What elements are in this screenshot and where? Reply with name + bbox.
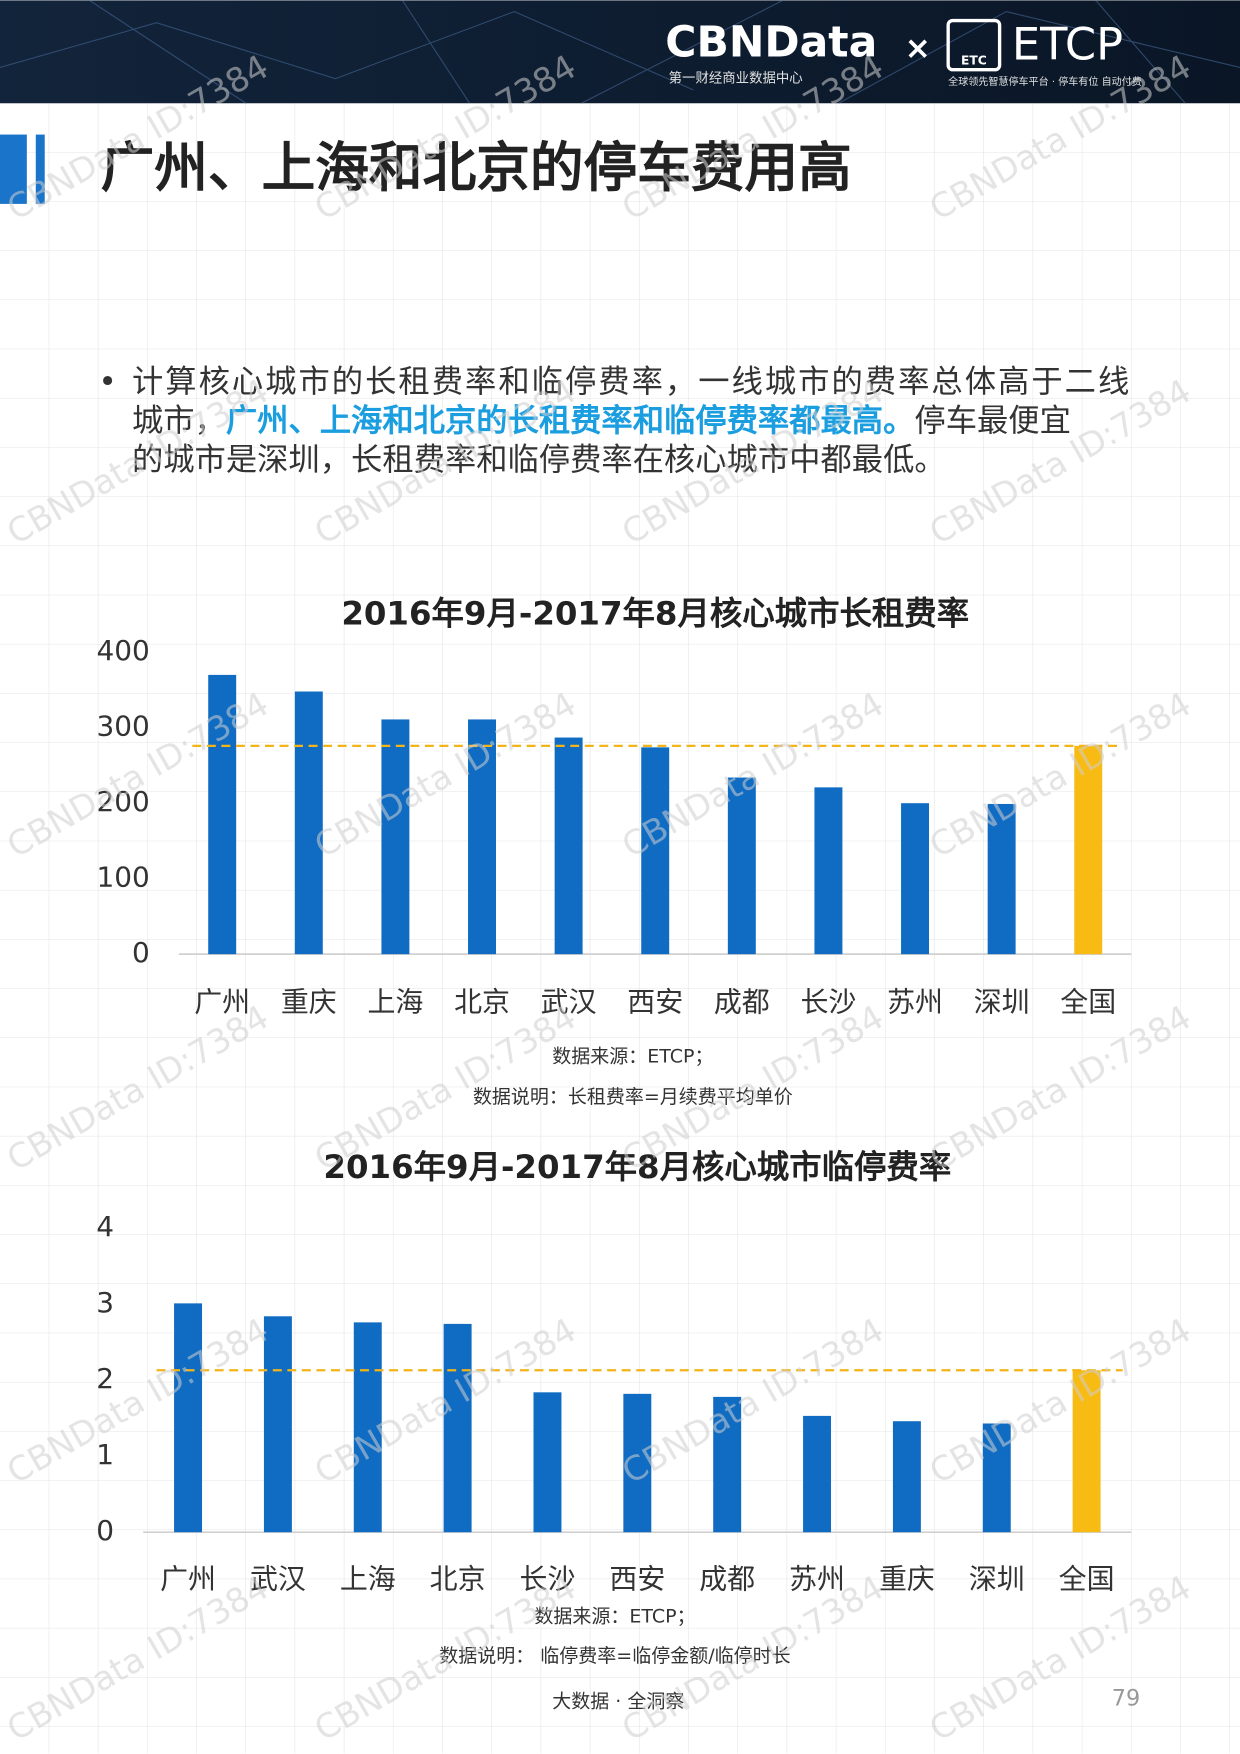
y-tick-label: 100 — [97, 861, 150, 894]
logo-text: ETC — [961, 53, 987, 67]
x-tick-label: 全国 — [1060, 985, 1116, 1018]
x-tick-label: 武汉 — [541, 985, 597, 1018]
grid-background — [0, 103, 1240, 1754]
times: × — [905, 31, 931, 67]
chart-note: 数据说明：长租费率=月续费平均单价 — [473, 1086, 793, 1108]
bar — [901, 803, 930, 955]
title-accent — [35, 134, 45, 204]
bar — [727, 777, 756, 955]
partner-sub: 全球领先智慧停车平台 · 停车有位 自动付费 — [948, 75, 1142, 88]
x-tick-label: 上海 — [340, 1562, 396, 1595]
chart-note: 数据说明： 临停费率=临停金额/临停时长 — [439, 1645, 790, 1667]
bar — [554, 737, 583, 955]
brand-sub: 第一财经商业数据中心 — [669, 70, 803, 87]
body-text: 城市， — [132, 403, 226, 439]
footer-slogan: 大数据 · 全洞察 — [552, 1691, 684, 1713]
bar — [468, 719, 496, 955]
header: CBNData 第一财经商业数据中心 × ETC ETCP 全球领先智慧停车平台… — [0, 0, 1240, 104]
bar — [987, 803, 1016, 955]
y-tick-label: 1 — [96, 1438, 114, 1471]
x-tick-label: 重庆 — [281, 985, 337, 1018]
page-title: 广州、上海和北京的停车费用高 — [101, 136, 852, 199]
bar — [1074, 745, 1103, 955]
chart-note: 数据来源：ETCP； — [552, 1046, 713, 1068]
brand: CBNData — [665, 19, 877, 68]
x-tick-label: 深圳 — [974, 985, 1030, 1018]
x-tick-label: 北京 — [430, 1562, 486, 1595]
bar — [443, 1323, 472, 1533]
bar — [263, 1316, 292, 1533]
partner: ETCP — [1012, 17, 1123, 70]
x-tick-label: 北京 — [454, 985, 510, 1018]
highlight: 广州、上海和北京的长租费率和临停费率都最高。 — [226, 402, 915, 439]
body-line: 的城市是深圳，长租费率和临停费率在核心城市中都最低。 — [132, 442, 946, 478]
chart-note: 数据来源：ETCP； — [534, 1606, 695, 1628]
bar — [208, 674, 237, 955]
bar — [641, 747, 670, 955]
x-tick-label: 重庆 — [879, 1562, 935, 1595]
bar — [982, 1423, 1011, 1533]
bar — [533, 1392, 562, 1533]
body-text: 停车最便宜 — [914, 403, 1071, 439]
bar — [353, 1322, 382, 1533]
y-tick-label: 0 — [132, 936, 150, 969]
x-tick-label: 成都 — [699, 1562, 755, 1595]
bar — [892, 1421, 921, 1533]
x-tick-label: 西安 — [627, 985, 683, 1018]
x-tick-label: 苏州 — [789, 1562, 845, 1595]
bar — [623, 1393, 652, 1533]
bar — [713, 1396, 742, 1533]
y-tick-label: 4 — [96, 1210, 114, 1243]
y-tick-label: 400 — [97, 634, 150, 667]
bar — [294, 691, 323, 955]
y-tick-label: 300 — [97, 710, 150, 743]
bar — [381, 719, 410, 955]
chart-title: 2016年9月-2017年8月核心城市临停费率 — [323, 1148, 951, 1186]
x-tick-label: 成都 — [714, 985, 770, 1018]
y-tick-label: 2 — [96, 1362, 114, 1395]
y-tick-label: 3 — [96, 1286, 114, 1319]
x-tick-label: 广州 — [160, 1562, 216, 1595]
chart-title: 2016年9月-2017年8月核心城市长租费率 — [341, 594, 969, 632]
bullet: • — [98, 364, 116, 400]
title-accent — [0, 134, 27, 204]
x-tick-label: 深圳 — [969, 1562, 1025, 1595]
x-tick-label: 长沙 — [800, 985, 856, 1018]
x-tick-label: 全国 — [1059, 1562, 1115, 1595]
page-number: 79 — [1112, 1685, 1140, 1711]
x-tick-label: 广州 — [194, 985, 250, 1018]
x-tick-label: 上海 — [367, 985, 423, 1018]
x-tick-label: 武汉 — [250, 1562, 306, 1595]
x-tick-label: 长沙 — [520, 1562, 576, 1595]
bar — [803, 1415, 832, 1533]
bar — [814, 787, 843, 955]
bar — [1072, 1370, 1101, 1533]
x-tick-label: 西安 — [609, 1562, 665, 1595]
y-tick-label: 200 — [97, 785, 150, 818]
body-line: 城市，广州、上海和北京的长租费率和临停费率都最高。停车最便宜 — [132, 402, 1071, 439]
bar — [174, 1303, 203, 1533]
y-tick-label: 0 — [96, 1514, 114, 1547]
x-tick-label: 苏州 — [887, 985, 943, 1018]
